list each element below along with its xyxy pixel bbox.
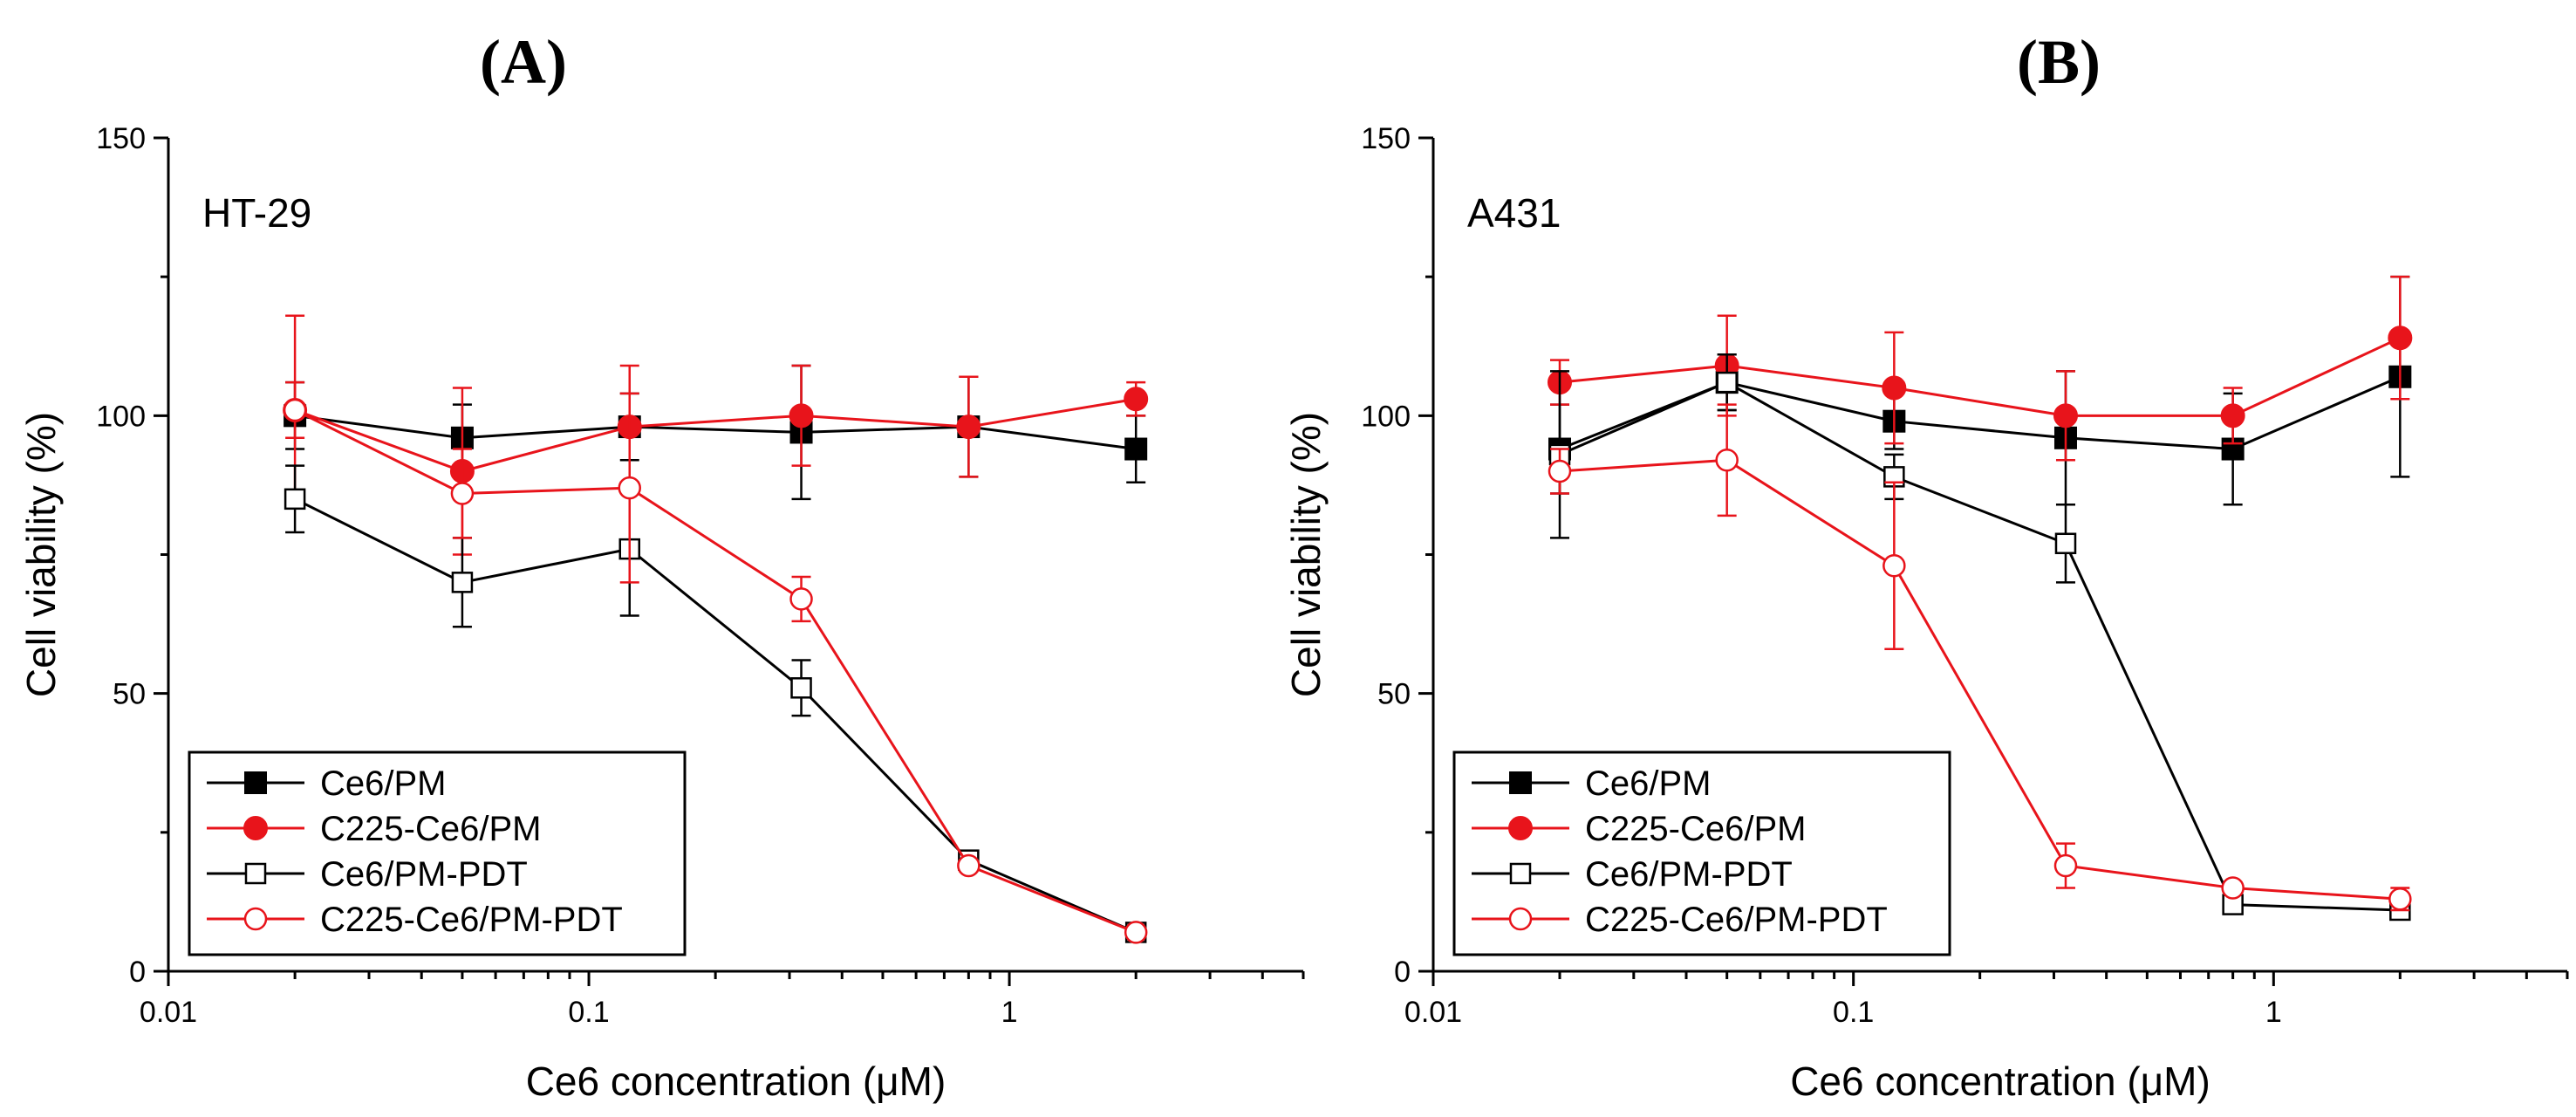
legend-marker [243, 816, 268, 840]
data-point [2053, 853, 2078, 878]
data-point [790, 677, 812, 699]
legend-marker [244, 862, 267, 885]
y-tick-label: 0 [1394, 956, 1411, 989]
series-c225-ce6-pm-pdt [1548, 403, 2412, 912]
legend-marker [1509, 771, 1532, 794]
data-point [451, 572, 474, 593]
data-point [1715, 449, 1739, 472]
chart-panel-a: (A) 0 50 100 150 0.01 0.1 1 Ce6 concentration (μ… [18, 27, 1305, 1104]
legend-marker [1509, 862, 1532, 885]
y-tick-label: 50 [1377, 678, 1411, 711]
y-tick-label: 50 [113, 678, 146, 711]
series-c225-ce6-pm [283, 314, 1149, 556]
legend-label: Ce6/PM [320, 764, 447, 803]
series-line [1559, 380, 2401, 912]
series-ce6-pm-pdt [1548, 353, 2411, 922]
x-tick-label: 0.1 [1833, 996, 1874, 1029]
series-line [294, 397, 1137, 473]
y-axis-label: Cell viability (%) [1283, 412, 1329, 697]
cell-line-label: A431 [1467, 190, 1561, 236]
legend-entry: Ce6/PM-PDT [1472, 855, 1793, 894]
x-tick-label: 1 [1001, 996, 1018, 1029]
legend-entry: C225-Ce6/PM-PDT [1472, 901, 1888, 939]
panel-title: (A) [480, 27, 567, 97]
series-line [294, 408, 1137, 934]
legend-entry: Ce6/PM-PDT [207, 855, 528, 894]
legend: Ce6/PM C225-Ce6/PM Ce6/PM-PDT C225-Ce6/PM-P… [188, 750, 687, 956]
legend-label: Ce6/PM-PDT [1585, 855, 1793, 894]
series-line [1559, 458, 2401, 901]
y-tick-label: 100 [96, 400, 146, 433]
series-line [1559, 336, 2401, 417]
legend-box [1452, 750, 1951, 956]
data-point [2221, 876, 2245, 900]
data-point [956, 415, 981, 440]
legend-marker [244, 771, 267, 794]
data-point [2054, 532, 2077, 555]
y-tick-label: 0 [129, 956, 146, 989]
data-point [284, 488, 306, 511]
data-point [618, 476, 641, 500]
series-line [1559, 375, 2401, 451]
data-point [1882, 553, 1906, 578]
legend-marker [243, 907, 268, 931]
y-tick-label: 150 [1361, 122, 1411, 155]
series-line [294, 497, 1137, 934]
series-ce6-pm [1548, 275, 2412, 506]
data-point [2053, 403, 2078, 428]
legend-entry: C225-Ce6/PM-PDT [207, 901, 623, 939]
legend-label: Ce6/PM [1585, 764, 1712, 803]
data-point [1548, 459, 1572, 483]
cell-line-label: HT-29 [202, 190, 311, 236]
data-point [957, 853, 981, 878]
y-axis-label: Cell viability (%) [18, 412, 64, 697]
y-tick-label: 150 [96, 122, 146, 155]
series-c225-ce6-pm [1547, 275, 2413, 462]
legend-box [188, 750, 687, 956]
data-point [450, 482, 475, 505]
legend-entry: Ce6/PM [1472, 764, 1712, 803]
legend-label: C225-Ce6/PM [1585, 810, 1806, 848]
data-point [789, 403, 814, 428]
data-point [789, 587, 813, 611]
series-c225-ce6-pm-pdt [283, 380, 1148, 944]
data-point [1716, 371, 1738, 394]
data-point [1882, 375, 1907, 401]
series-line [294, 414, 1137, 451]
data-point [1124, 921, 1148, 944]
chart-panel-b: (B) 0 50 100 150 0.01 0.1 1 Ce6 concentration (μ… [1283, 27, 2569, 1104]
x-tick-label: 1 [2265, 996, 2282, 1029]
legend-label: C225-Ce6/PM-PDT [320, 901, 623, 939]
legend-label: C225-Ce6/PM-PDT [1585, 901, 1888, 939]
legend: Ce6/PM C225-Ce6/PM Ce6/PM-PDT C225-Ce6/PM-P… [1452, 750, 1951, 956]
legend-label: Ce6/PM-PDT [320, 855, 528, 894]
x-tick-label: 0.01 [140, 996, 197, 1029]
legend-marker [1508, 907, 1533, 931]
data-point [1124, 437, 1148, 461]
x-axis-label: Ce6 concentration (μM) [1790, 1059, 2210, 1104]
legend-marker [1508, 816, 1533, 840]
data-point [283, 398, 307, 422]
data-point [1124, 387, 1149, 412]
data-point [2388, 887, 2412, 911]
legend-entry: C225-Ce6/PM [207, 810, 541, 848]
y-tick-label: 100 [1361, 400, 1411, 433]
x-tick-label: 0.1 [568, 996, 609, 1029]
legend-label: C225-Ce6/PM [320, 810, 541, 848]
legend-entry: Ce6/PM [207, 764, 447, 803]
x-axis-label: Ce6 concentration (μM) [526, 1059, 946, 1104]
x-tick-label: 0.01 [1404, 996, 1462, 1029]
legend-entry: C225-Ce6/PM [1472, 810, 1806, 848]
data-point [2220, 403, 2245, 428]
panel-title: (B) [2017, 27, 2101, 97]
series-ce6-pm [284, 364, 1148, 501]
data-point [2388, 326, 2413, 351]
